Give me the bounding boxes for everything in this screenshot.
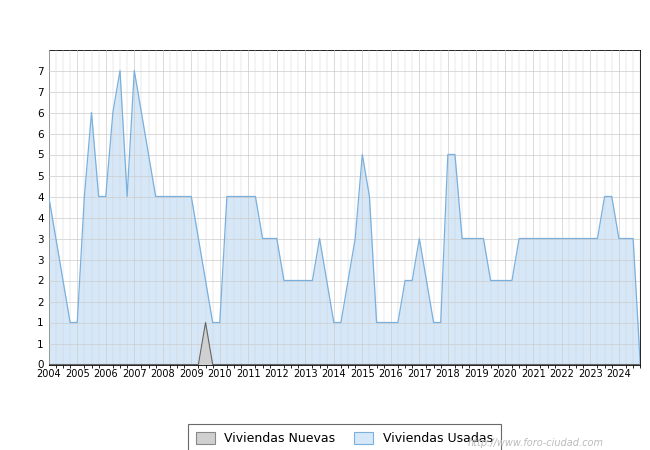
Text: Feria - Evolucion del Nº de Transacciones Inmobiliarias: Feria - Evolucion del Nº de Transaccione… <box>99 13 551 28</box>
Legend: Viviendas Nuevas, Viviendas Usadas: Viviendas Nuevas, Viviendas Usadas <box>188 424 500 450</box>
Text: http://www.foro-ciudad.com: http://www.foro-ciudad.com <box>468 438 604 448</box>
